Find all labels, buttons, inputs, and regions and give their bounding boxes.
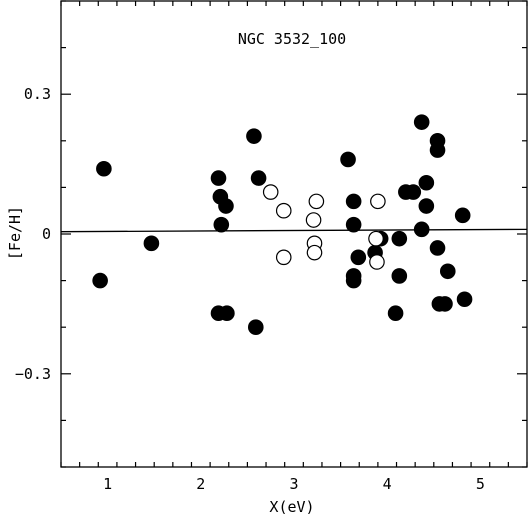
y-tick-label: −0.3 — [15, 365, 51, 383]
data-points — [92, 114, 473, 335]
filled-data-point — [456, 291, 473, 308]
filled-data-point — [418, 198, 435, 214]
filled-data-point — [250, 170, 267, 186]
tick-labels: 1 2 3 4 5 −0.3 0 0.3 — [15, 85, 485, 493]
chart-title: NGC 3532_100 — [238, 30, 346, 48]
open-data-point — [306, 244, 323, 261]
filled-data-point — [439, 263, 456, 280]
filled-data-point — [247, 319, 264, 335]
open-data-point — [369, 254, 385, 270]
filled-data-point — [437, 296, 453, 312]
filled-data-point — [210, 170, 227, 186]
filled-data-point — [391, 268, 408, 284]
filled-data-point — [429, 240, 446, 256]
plot-frame — [60, 0, 528, 468]
filled-data-point — [391, 230, 408, 247]
filled-data-point — [387, 305, 404, 322]
x-tick-label: 3 — [289, 475, 298, 493]
filled-data-point — [413, 114, 430, 130]
filled-data-point — [418, 174, 435, 191]
x-tick-label: 4 — [383, 475, 392, 493]
x-tick-label: 2 — [196, 475, 205, 493]
filled-data-point — [218, 198, 234, 214]
filled-data-point — [246, 128, 262, 144]
open-data-point — [308, 193, 325, 210]
open-data-point — [262, 184, 279, 200]
open-data-point — [275, 202, 292, 219]
filled-data-point — [219, 305, 235, 322]
filled-data-point — [345, 216, 362, 233]
filled-data-point — [405, 184, 422, 200]
open-data-point — [275, 249, 292, 266]
filled-data-point — [213, 216, 230, 233]
filled-data-point — [96, 160, 112, 177]
y-tick-label: 0 — [42, 225, 51, 243]
filled-data-point — [413, 221, 430, 238]
filled-data-point — [454, 207, 471, 224]
filled-data-point — [429, 142, 446, 158]
axis-ticks — [60, 0, 528, 468]
filled-data-point — [350, 249, 367, 266]
x-axis-label: X(eV) — [269, 498, 314, 516]
y-axis-label: [Fe/H] — [6, 206, 24, 260]
filled-data-point — [92, 272, 108, 289]
filled-data-point — [340, 151, 356, 168]
filled-data-point — [143, 235, 160, 252]
reference-line — [60, 228, 528, 233]
filled-data-point — [345, 193, 362, 210]
open-data-point — [305, 212, 322, 228]
filled-data-point — [345, 272, 362, 289]
x-tick-label: 1 — [103, 475, 112, 493]
open-data-point — [368, 230, 384, 247]
open-data-point — [370, 193, 386, 210]
x-tick-label: 5 — [476, 475, 485, 493]
y-tick-label: 0.3 — [24, 85, 51, 103]
